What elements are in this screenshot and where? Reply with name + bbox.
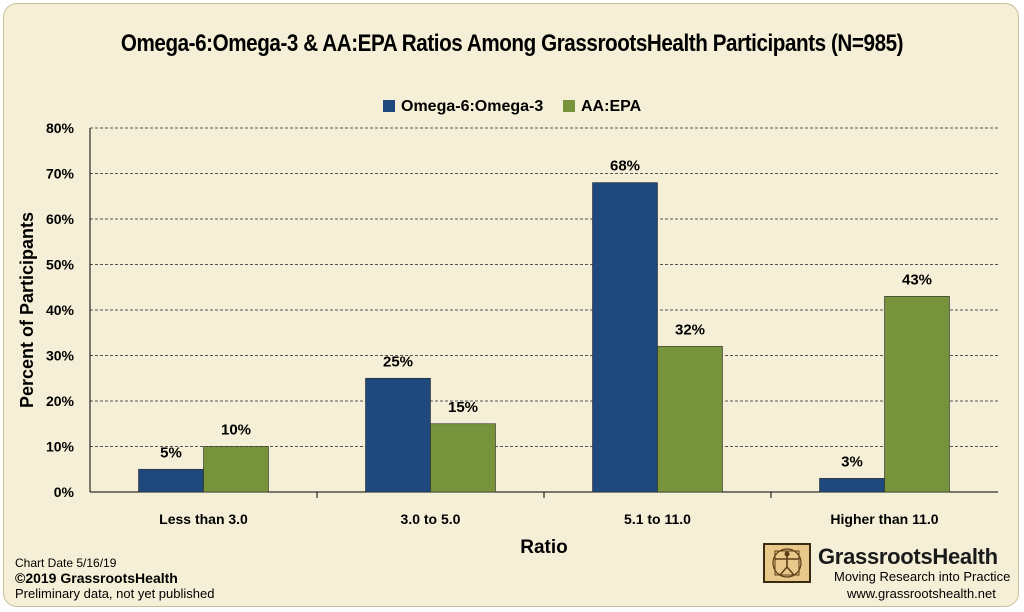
x-tick-label: Less than 3.0 bbox=[159, 511, 248, 527]
data-label: 43% bbox=[902, 271, 932, 288]
y-tick-label: 70% bbox=[46, 166, 75, 182]
bar-aa-epa bbox=[657, 346, 723, 493]
brand-name: GrassrootsHealth bbox=[818, 544, 998, 569]
chart-date: Chart Date 5/16/19 bbox=[15, 556, 117, 570]
legend-swatch bbox=[563, 100, 575, 112]
vitruvian-man-icon bbox=[763, 543, 811, 583]
y-tick-label: 50% bbox=[46, 257, 75, 273]
footer-info: Chart Date 5/16/19 ©2019 GrassrootsHealt… bbox=[15, 556, 214, 601]
bar-aa-epa bbox=[884, 296, 950, 493]
y-tick-label: 20% bbox=[46, 393, 75, 409]
y-tick-label: 80% bbox=[46, 120, 75, 136]
bar-omega6-omega3 bbox=[819, 478, 885, 493]
bar-omega6-omega3 bbox=[365, 377, 431, 493]
x-tick-label: 3.0 to 5.0 bbox=[401, 511, 461, 527]
bar-omega6-omega3 bbox=[138, 468, 204, 493]
legend-label: Omega-6:Omega-3 bbox=[401, 98, 543, 115]
x-axis-title: Ratio bbox=[520, 537, 568, 558]
preliminary-note: Preliminary data, not yet published bbox=[15, 586, 215, 601]
brand-tagline: Moving Research into Practice bbox=[834, 569, 1011, 584]
bar-aa-epa bbox=[430, 423, 496, 493]
y-tick-label: 40% bbox=[46, 302, 75, 318]
data-label: 25% bbox=[383, 353, 413, 370]
data-label: 5% bbox=[160, 444, 182, 461]
data-label: 68% bbox=[610, 158, 640, 175]
legend-label: AA:EPA bbox=[581, 98, 642, 115]
chart-frame bbox=[3, 3, 1019, 607]
bar-omega6-omega3 bbox=[592, 182, 658, 493]
chart-title: Omega-6:Omega-3 & AA:EPA Ratios Among Gr… bbox=[120, 30, 904, 57]
y-tick-label: 10% bbox=[46, 439, 75, 455]
x-tick-label: Higher than 11.0 bbox=[830, 511, 938, 527]
y-tick-label: 30% bbox=[46, 348, 75, 364]
data-label: 3% bbox=[841, 453, 863, 470]
data-label: 15% bbox=[448, 399, 478, 416]
legend-swatch bbox=[383, 100, 395, 112]
brand-website: www.grassrootshealth.net bbox=[847, 586, 996, 601]
y-axis-title: Percent of Participants bbox=[17, 212, 37, 408]
bar-aa-epa bbox=[203, 446, 269, 493]
x-tick-label: 5.1 to 11.0 bbox=[624, 511, 691, 527]
data-label: 32% bbox=[675, 321, 705, 338]
y-tick-label: 0% bbox=[54, 484, 75, 500]
data-label: 10% bbox=[221, 422, 251, 439]
y-tick-label: 60% bbox=[46, 211, 75, 227]
copyright: ©2019 GrassrootsHealth bbox=[15, 570, 178, 586]
